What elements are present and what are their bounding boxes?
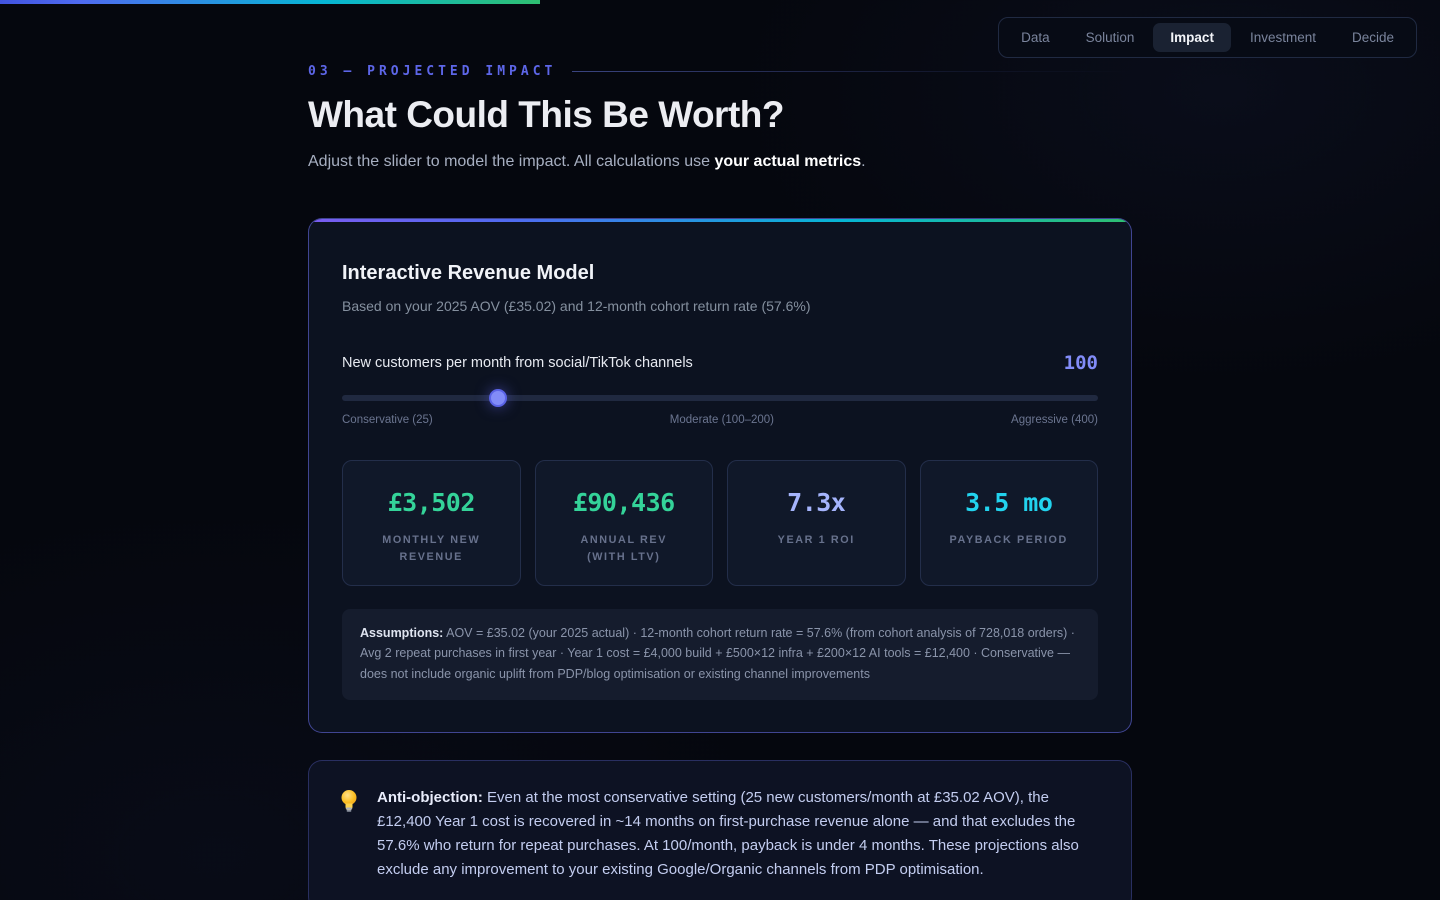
slider-header: New customers per month from social/TikT… bbox=[342, 352, 1098, 374]
page-subtitle: Adjust the slider to model the impact. A… bbox=[308, 153, 1132, 171]
tab-data[interactable]: Data bbox=[1021, 30, 1050, 45]
stat-card: £3,502 MONTHLY NEW REVENUE bbox=[342, 460, 521, 586]
tab-solution[interactable]: Solution bbox=[1085, 30, 1135, 45]
stat-label: YEAR 1 ROI bbox=[777, 534, 855, 546]
tab-investment[interactable]: Investment bbox=[1249, 30, 1316, 45]
stat-value: 7.3x bbox=[787, 488, 846, 517]
stat-value: £3,502 bbox=[387, 488, 476, 517]
callout-body: Even at the most conservative setting (2… bbox=[377, 789, 1079, 879]
card-subtitle: Based on your 2025 AOV (£35.02) and 12-m… bbox=[342, 298, 811, 314]
assumptions-note: Assumptions: AOV = £35.02 (your 2025 act… bbox=[342, 608, 1098, 701]
stat-card: 3.5 mo PAYBACK PERIOD bbox=[919, 460, 1098, 586]
stat-card: £90,436 ANNUAL REV (WITH LTV) bbox=[534, 460, 713, 586]
callout-text: Anti-objection: Even at the most conserv… bbox=[377, 786, 1099, 882]
subtitle-emphasis: your actual metrics bbox=[714, 153, 862, 170]
stat-label: MONTHLY NEW REVENUE bbox=[382, 534, 481, 564]
callout-label: Anti-objection: bbox=[377, 789, 483, 807]
subtitle-period: . bbox=[861, 153, 866, 170]
slider-scale: Conservative (25) Moderate (100–200) Agg… bbox=[342, 414, 1098, 426]
stat-label: ANNUAL REV (WITH LTV) bbox=[580, 534, 668, 564]
assumptions-text: AOV = £35.02 (your 2025 actual) · 12-mon… bbox=[360, 625, 1075, 681]
progress-bar bbox=[0, 0, 540, 4]
slider-mid-label: Moderate (100–200) bbox=[669, 414, 775, 426]
main-content: 03 — PROJECTED IMPACT What Could This Be… bbox=[308, 0, 1132, 900]
page-title: What Could This Be Worth? bbox=[308, 94, 784, 135]
tab-impact[interactable]: Impact bbox=[1153, 23, 1231, 52]
stat-value: £90,436 bbox=[572, 488, 675, 517]
lightbulb-icon bbox=[339, 789, 359, 882]
section-eyebrow: 03 — PROJECTED IMPACT bbox=[308, 64, 557, 79]
anti-objection-callout: Anti-objection: Even at the most conserv… bbox=[308, 760, 1132, 900]
card-title: Interactive Revenue Model bbox=[342, 262, 595, 284]
slider-min-label: Conservative (25) bbox=[342, 414, 433, 426]
nav-tabs: Data Solution Impact Investment Decide bbox=[998, 17, 1417, 58]
stat-label: PAYBACK PERIOD bbox=[949, 534, 1068, 546]
revenue-model-card: Interactive Revenue Model Based on your … bbox=[308, 218, 1132, 734]
slider-max-label: Aggressive (400) bbox=[1011, 414, 1098, 426]
tab-decide[interactable]: Decide bbox=[1351, 30, 1394, 45]
slider-label: New customers per month from social/TikT… bbox=[342, 355, 693, 371]
stat-card: 7.3x YEAR 1 ROI bbox=[727, 460, 906, 586]
slider-thumb[interactable] bbox=[489, 389, 508, 407]
section-header: 03 — PROJECTED IMPACT bbox=[308, 64, 1132, 79]
eyebrow-divider bbox=[572, 71, 1132, 72]
subtitle-text: Adjust the slider to model the impact. A… bbox=[308, 153, 715, 170]
stat-cards: £3,502 MONTHLY NEW REVENUE £90,436 ANNUAL R… bbox=[342, 460, 1098, 586]
slider-value: 100 bbox=[1063, 352, 1098, 374]
customers-slider[interactable] bbox=[342, 389, 1098, 407]
assumptions-label: Assumptions: bbox=[360, 625, 444, 640]
stat-value: 3.5 mo bbox=[965, 488, 1053, 517]
